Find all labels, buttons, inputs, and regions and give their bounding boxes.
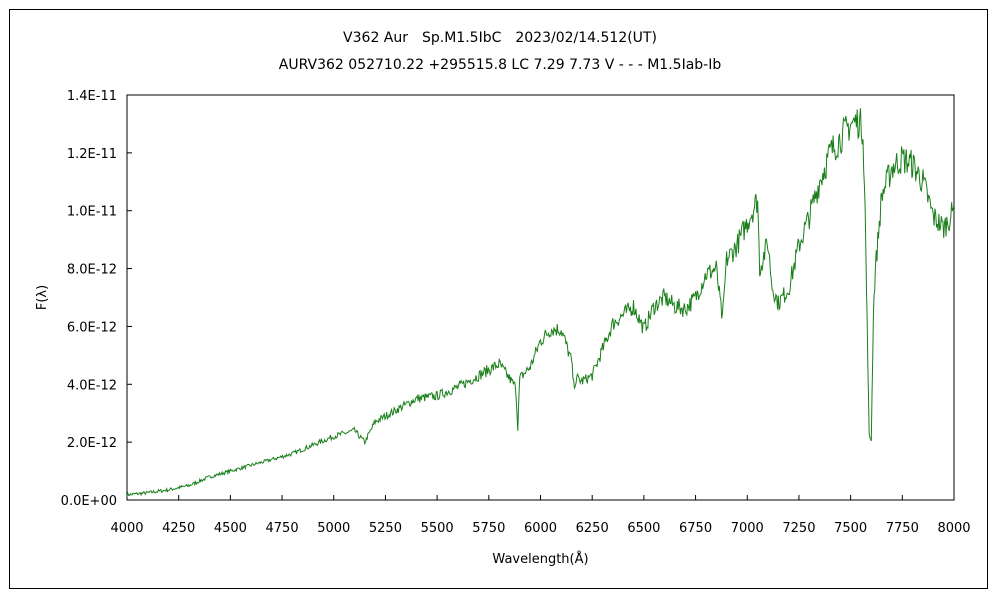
x-tick-label: 5250 [369,521,402,536]
spectrum-line [126,108,955,497]
x-axis-ticks: 4000 4250 4500 4750 5000 5250 5500 5750 6000 6250… [110,495,971,536]
y-tick-label: 0.0E+00 [61,494,117,509]
x-tick-label: 7500 [834,521,867,536]
y-axis-ticks: 0.0E+00 2.0E-12 4.0E-12 6.0E-12 8.0E-12 1.0E-… [61,89,132,509]
chart-subtitle: AURV362 052710.22 +295515.8 LC 7.29 7.73… [278,57,722,73]
y-axis-label: F(λ) [35,285,50,310]
x-tick-label: 5750 [472,521,505,536]
x-tick-label: 4750 [266,521,299,536]
x-axis-label: Wavelength(Å) [492,551,588,567]
x-tick-label: 6000 [524,521,557,536]
y-tick-label: 6.0E-12 [67,320,117,335]
y-tick-label: 1.4E-11 [67,89,117,104]
x-tick-label: 7000 [731,521,764,536]
x-tick-label: 5000 [317,521,350,536]
y-tick-label: 1.2E-11 [67,147,117,162]
plot-area [126,94,955,501]
y-tick-label: 8.0E-12 [67,263,117,278]
chart-frame [9,9,988,589]
x-tick-label: 6250 [576,521,609,536]
x-tick-label: 4000 [110,521,143,536]
x-tick-label: 6750 [679,521,712,536]
chart-title: V362 Aur Sp.M1.5IbC 2023/02/14.512(UT) [343,30,657,46]
x-tick-label: 4250 [162,521,195,536]
x-tick-label: 6500 [627,521,660,536]
x-tick-label: 8000 [937,521,970,536]
x-tick-label: 7750 [886,521,919,536]
y-tick-label: 4.0E-12 [67,378,117,393]
x-tick-label: 7250 [782,521,815,536]
y-tick-label: 1.0E-11 [67,205,117,220]
x-tick-label: 4500 [214,521,247,536]
y-tick-label: 2.0E-12 [67,436,117,451]
x-tick-label: 5500 [421,521,454,536]
